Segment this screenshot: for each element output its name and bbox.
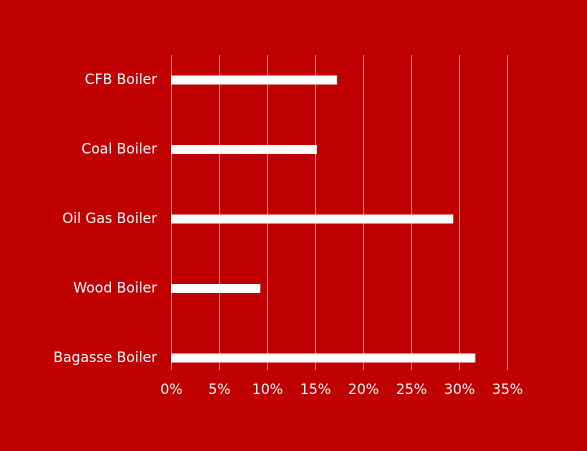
x-tick-label: 5% [208,382,230,398]
bar [171,284,261,293]
category-label: Bagasse Boiler [53,350,157,366]
bar [171,75,338,85]
bars [171,75,476,363]
bar [171,353,476,363]
category-label: Oil Gas Boiler [62,211,157,227]
gridlines [171,55,508,370]
category-label: Wood Boiler [73,281,157,297]
category-label: Coal Boiler [81,142,157,158]
x-tick-label: 30% [444,382,475,398]
bar [171,214,454,224]
x-axis-tick-labels: 0% 5% 10% 15% 20% 25% 30% 35% [160,382,523,398]
bar [171,145,317,154]
x-tick-label: 15% [300,382,331,398]
category-labels: CFB Boiler Coal Boiler Oil Gas Boiler Wood … [53,72,157,366]
x-tick-label: 20% [348,382,379,398]
x-tick-label: 25% [396,382,427,398]
x-tick-label: 35% [492,382,523,398]
x-tick-label: 0% [160,382,182,398]
category-label: CFB Boiler [85,72,157,88]
x-tick-label: 10% [252,382,283,398]
